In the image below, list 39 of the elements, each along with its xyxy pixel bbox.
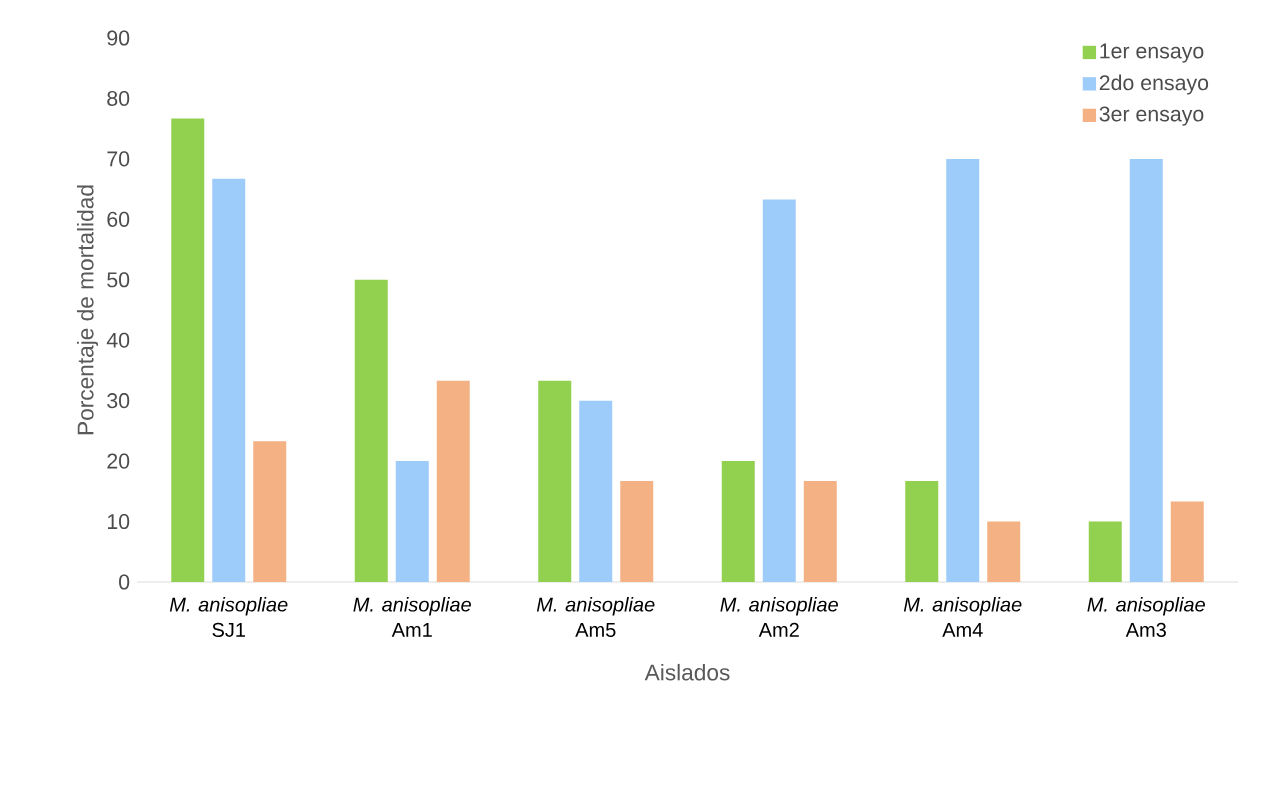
bar bbox=[253, 441, 287, 582]
x-tick-label: M. anisopliae Am5 bbox=[536, 596, 655, 637]
bar bbox=[620, 481, 654, 582]
x-tick-label: M. anisopliae Am4 bbox=[903, 596, 1022, 637]
bar bbox=[354, 279, 388, 582]
x-tick-label: M. anisopliae Am1 bbox=[353, 596, 471, 637]
x-tick-label: M. anisopliae Am2 bbox=[720, 596, 838, 637]
bar bbox=[1170, 501, 1204, 582]
bar bbox=[395, 461, 429, 582]
y-tick-label: 80 bbox=[107, 90, 130, 106]
y-tick-label: 60 bbox=[107, 211, 130, 227]
bar bbox=[762, 199, 796, 582]
y-axis-title: Porcentaje de mortalidad bbox=[76, 185, 99, 435]
bar bbox=[538, 380, 572, 582]
y-tick-label: 90 bbox=[107, 30, 130, 46]
bar bbox=[1129, 158, 1163, 582]
y-tick-label: 20 bbox=[107, 453, 130, 469]
bar bbox=[905, 481, 939, 582]
bar bbox=[1088, 521, 1122, 582]
y-tick-label: 70 bbox=[107, 151, 130, 167]
bar bbox=[946, 158, 980, 582]
y-tick-label: 30 bbox=[107, 393, 130, 409]
bar bbox=[212, 178, 246, 582]
x-axis-title: Aislados bbox=[644, 663, 730, 681]
x-tick-label: M. anisopliae SJ1 bbox=[169, 596, 288, 637]
bar bbox=[579, 400, 613, 582]
legend-label: 2do ensayo bbox=[1099, 74, 1209, 95]
y-tick-label: 0 bbox=[119, 574, 130, 590]
x-tick-label: M. anisopliae Am3 bbox=[1087, 596, 1205, 637]
legend-label: 1er ensayo bbox=[1100, 43, 1204, 63]
y-tick-label: 10 bbox=[107, 514, 130, 530]
bar bbox=[987, 521, 1021, 582]
bar bbox=[171, 118, 205, 582]
bar bbox=[436, 380, 470, 582]
y-tick-label: 40 bbox=[106, 332, 130, 348]
legend-label: 3er ensayo bbox=[1099, 106, 1204, 126]
bar bbox=[721, 461, 755, 582]
bar bbox=[803, 481, 837, 582]
y-tick-label: 50 bbox=[107, 272, 130, 288]
